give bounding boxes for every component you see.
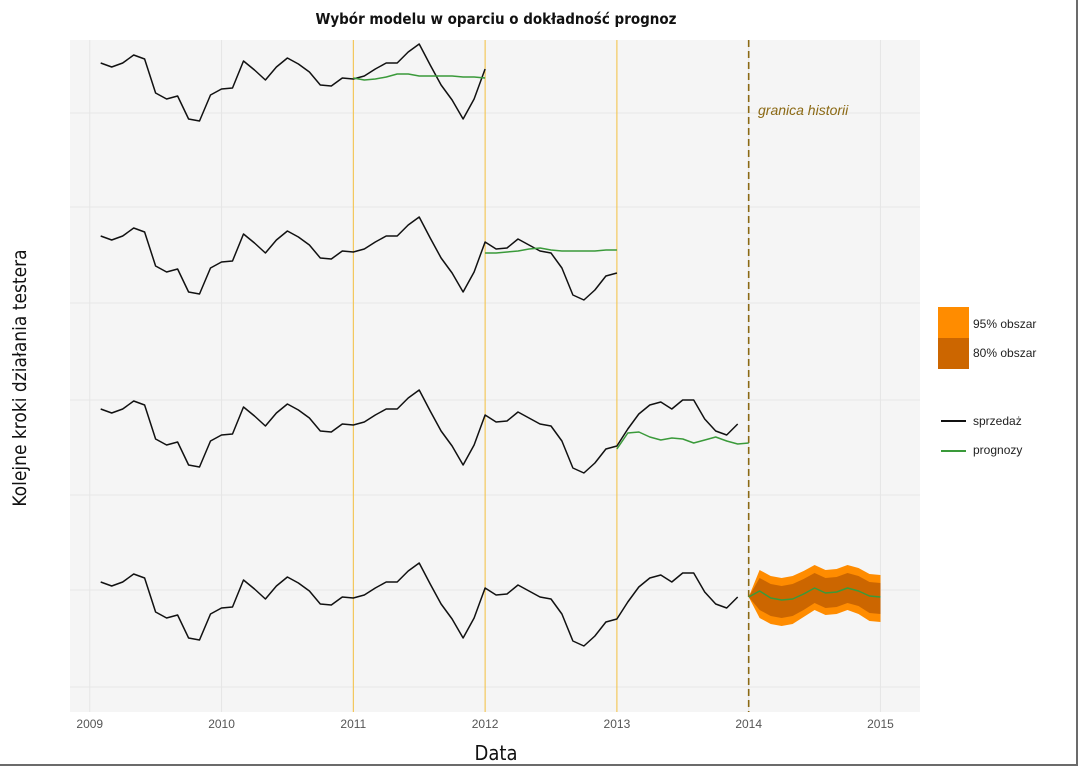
x-tick-2009: 2009 xyxy=(76,717,103,731)
x-tick-2010: 2010 xyxy=(208,717,235,731)
legend-swatch-95 xyxy=(938,307,969,338)
series-lines xyxy=(100,43,881,647)
sales-line-panel-3 xyxy=(100,389,739,474)
x-tick-2015: 2015 xyxy=(867,717,894,731)
legend-label-95: 95% obszar xyxy=(973,317,1036,331)
x-tick-2011: 2011 xyxy=(340,717,366,731)
legend-swatch-80 xyxy=(938,338,969,369)
vertical-markers xyxy=(352,40,750,712)
x-tick-2012: 2012 xyxy=(472,717,499,731)
history-boundary-label: granica historii xyxy=(758,102,849,118)
chart-title: Wybór modelu w oparciu o dokładność prog… xyxy=(315,10,676,28)
legend-label-80: 80% obszar xyxy=(973,346,1036,360)
x-tick-2013: 2013 xyxy=(604,717,631,731)
y-axis-label: Kolejne kroki działania testera xyxy=(9,249,31,506)
forecast-line-panel-2 xyxy=(485,247,617,254)
interval-bands xyxy=(748,565,881,626)
sales-line-panel-4 xyxy=(100,562,739,647)
legend-label-sales: sprzedaż xyxy=(973,414,1022,428)
x-axis-label: Data xyxy=(475,741,518,764)
x-tick-2014: 2014 xyxy=(735,717,762,731)
legend-label-forecast: prognozy xyxy=(973,443,1022,457)
x-axis-ticks: 2009 2010 2011 2012 2013 2014 2015 xyxy=(76,717,894,731)
legend: 95% obszar 80% obszar sprzedaż prognozy xyxy=(938,307,1036,457)
band-80 xyxy=(748,573,881,618)
forecast-line-panel-4 xyxy=(748,587,881,601)
forecast-line-panel-3 xyxy=(616,431,749,450)
forecast-line-panel-1 xyxy=(353,73,486,81)
sales-line-panel-1 xyxy=(100,43,486,122)
sales-line-panel-2 xyxy=(100,216,618,301)
